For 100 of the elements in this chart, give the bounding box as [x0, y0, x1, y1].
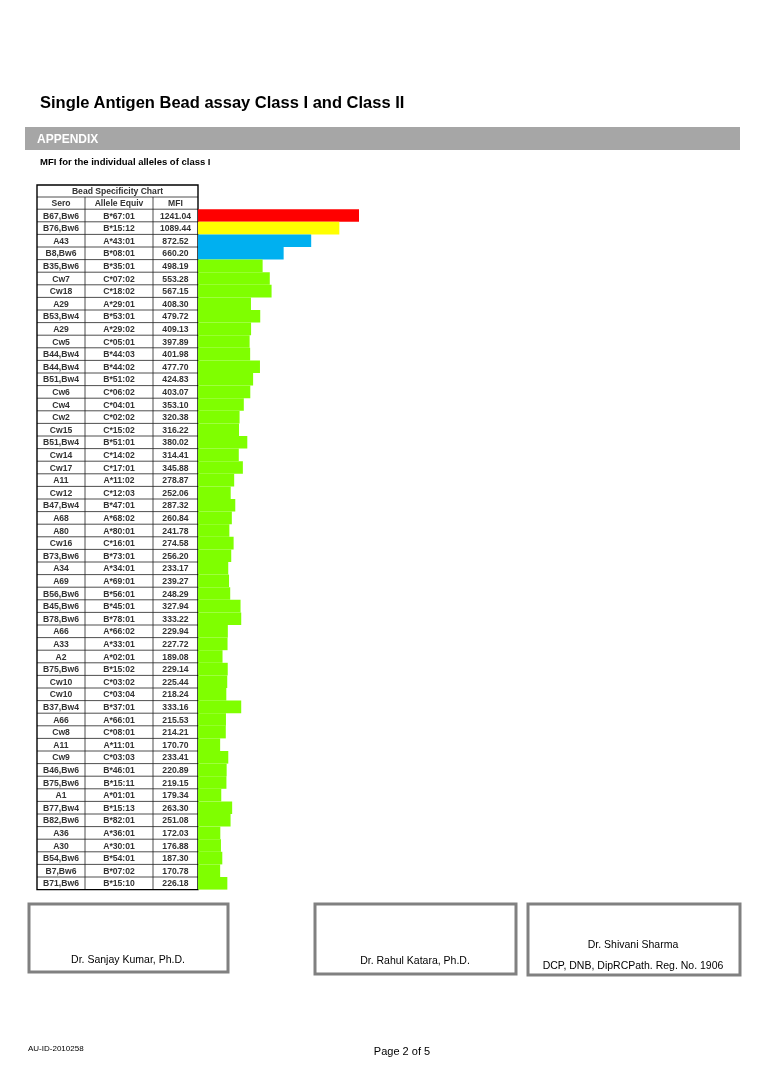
- data-label: 498.19: [162, 260, 189, 271]
- y-tick-label: B56,Bw6: [43, 588, 80, 599]
- y-tick-label: Cw16: [49, 538, 73, 549]
- data-label: 477.70: [162, 361, 189, 372]
- text: Bead Specificity Chart: [71, 186, 164, 196]
- data-label: 170.78: [162, 865, 189, 876]
- y-tick-label: Cw15: [49, 424, 73, 435]
- y2-tick-label: C*16:01: [103, 538, 135, 549]
- y-tick-label: Cw10: [49, 689, 73, 700]
- y2-tick-label: B*67:01: [103, 210, 135, 221]
- data-label: 179.34: [162, 790, 189, 801]
- data-label: 251.08: [162, 815, 189, 826]
- y2-tick-label: A*43:01: [103, 235, 135, 246]
- data-label: 320.38: [162, 412, 189, 423]
- y2-tick-label: B*78:01: [103, 613, 135, 624]
- data-label: 256.20: [162, 550, 189, 561]
- y-tick-label: B44,Bw4: [43, 349, 80, 360]
- data-label: 1241.04: [159, 210, 192, 221]
- y2-tick-label: B*73:01: [103, 550, 135, 561]
- y-tick-label: B78,Bw6: [43, 613, 80, 624]
- text: Dr. Rahul Katara, Ph.D.: [360, 954, 470, 966]
- y-tick-label: B54,Bw6: [43, 853, 80, 864]
- data-label: 479.72: [162, 311, 189, 322]
- data-label: 218.24: [162, 689, 189, 700]
- y-tick-label: A11: [53, 475, 69, 486]
- y2-tick-label: B*08:01: [103, 248, 135, 259]
- y2-tick-label: A*69:01: [103, 575, 135, 586]
- y-tick-label: A29: [53, 323, 70, 334]
- data-label: 333.16: [162, 701, 189, 712]
- data-label: 239.27: [162, 575, 189, 586]
- y-tick-label: Cw9: [52, 752, 71, 763]
- data-label: 316.22: [162, 424, 189, 435]
- y2-tick-label: B*54:01: [103, 853, 135, 864]
- data-label: 567.15: [162, 286, 189, 297]
- text: DCP, DNB, DipRCPath. Reg. No. 1906: [542, 959, 724, 971]
- y2-tick-label: C*17:01: [103, 462, 135, 473]
- y2-tick-label: C*07:02: [103, 273, 135, 284]
- y2-tick-label: B*15:13: [103, 802, 135, 813]
- y-tick-label: B46,Bw6: [43, 764, 80, 775]
- y-tick-label: Cw17: [49, 462, 73, 473]
- y-tick-label: A34: [53, 563, 70, 574]
- data-label: 229.14: [162, 664, 189, 675]
- data-label: 226.18: [162, 878, 189, 889]
- y-tick-label: B7,Bw6: [45, 865, 77, 876]
- data-label: 278.87: [162, 475, 189, 486]
- y2-tick-label: B*15:02: [103, 664, 135, 675]
- y2-tick-label: A*68:02: [103, 512, 135, 523]
- y2-tick-label: A*34:01: [103, 563, 135, 574]
- text: Dr. Shivani Sharma: [587, 938, 679, 950]
- y-tick-label: A43: [53, 235, 70, 246]
- text: Page 2 of 5: [373, 1045, 431, 1057]
- y-tick-label: Cw10: [49, 676, 73, 687]
- data-label: 403.07: [162, 386, 189, 397]
- y2-tick-label: C*18:02: [103, 286, 135, 297]
- data-label: 170.70: [162, 739, 189, 750]
- data-label: 401.98: [162, 349, 189, 360]
- data-label: 229.94: [162, 626, 189, 637]
- data-label: 172.03: [162, 827, 189, 838]
- y-tick-label: Cw8: [52, 727, 71, 738]
- data-label: 225.44: [162, 676, 189, 687]
- y2-tick-label: C*14:02: [103, 449, 135, 460]
- data-label: 333.22: [162, 613, 189, 624]
- y2-tick-label: C*03:03: [103, 752, 135, 763]
- y2-tick-label: C*02:02: [103, 412, 135, 423]
- x-axis-title: MFI: [168, 198, 183, 209]
- y2-tick-label: A*02:01: [103, 651, 135, 662]
- y-tick-label: A30: [53, 840, 70, 851]
- data-label: 274.58: [162, 538, 189, 549]
- y2-tick-label: C*03:04: [103, 689, 135, 700]
- y2-tick-label: B*44:03: [103, 349, 135, 360]
- y2-tick-label: A*11:01: [103, 739, 135, 750]
- y-tick-label: B35,Bw6: [43, 260, 80, 271]
- text: APPENDIX: [37, 132, 99, 146]
- y2-tick-label: B*15:11: [103, 777, 135, 788]
- data-label: 397.89: [162, 336, 189, 347]
- y-tick-label: Cw12: [49, 487, 73, 498]
- y-tick-label: Cw7: [52, 273, 71, 284]
- data-label: 176.88: [162, 840, 189, 851]
- y-tick-label: A68: [53, 512, 70, 523]
- y-tick-label: B45,Bw6: [43, 601, 80, 612]
- data-label: 327.94: [162, 601, 189, 612]
- data-label: 260.84: [162, 512, 189, 523]
- y-tick-label: A11: [53, 739, 69, 750]
- y-tick-label: Cw14: [49, 449, 73, 460]
- y-tick-label: A1: [55, 790, 67, 801]
- y-tick-label: B82,Bw6: [43, 815, 80, 826]
- y-tick-label: A66: [53, 714, 70, 725]
- y2-tick-label: B*15:10: [103, 878, 135, 889]
- y2-tick-label: A*80:01: [103, 525, 135, 536]
- y2-tick-label: B*35:01: [103, 260, 135, 271]
- chart-subtitle: MFI for the individual alleles of class I: [40, 156, 211, 167]
- data-label: 227.72: [162, 638, 189, 649]
- y-tick-label: B47,Bw4: [43, 500, 80, 511]
- text: Allele Equiv: [94, 198, 144, 209]
- bar: [198, 221, 340, 235]
- y2-tick-label: C*12:03: [103, 487, 135, 498]
- y2-tick-label: C*15:02: [103, 424, 135, 435]
- data-label: 409.13: [162, 323, 189, 334]
- y-tick-label: B73,Bw6: [43, 550, 80, 561]
- y-tick-label: A33: [53, 638, 70, 649]
